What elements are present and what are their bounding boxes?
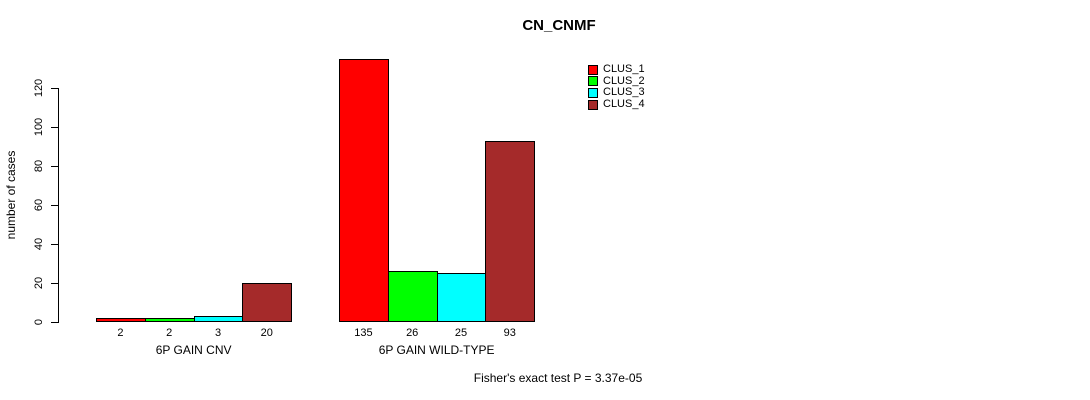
bar-clus_1-group1 (96, 318, 146, 322)
y-tick-label: 60 (33, 199, 45, 212)
legend-label-clus_4: CLUS_4 (603, 98, 645, 111)
bar-clus_4-group2 (485, 140, 536, 322)
y-tick-label: 40 (33, 237, 45, 251)
y-tick-label: 0 (33, 318, 45, 326)
y-tick-label: 80 (33, 160, 45, 173)
legend-swatch-clus_2 (588, 76, 598, 87)
y-tick (51, 322, 58, 323)
y-tick-label: 100 (33, 118, 45, 137)
bar-value-label: 135 (354, 327, 373, 339)
y-tick (51, 166, 58, 168)
bar-value-label: 3 (214, 327, 222, 339)
y-tick (51, 283, 58, 285)
bar-value-label: 2 (117, 327, 124, 339)
y-tick (51, 88, 58, 90)
bar-clus_4-group1 (242, 283, 293, 323)
bar-value-label: 93 (503, 327, 516, 339)
bar-clus_2-group2 (387, 271, 438, 322)
legend-label-clus_3: CLUS_3 (603, 86, 645, 99)
y-tick-label: 120 (33, 79, 45, 98)
legend-swatch-clus_3 (588, 87, 598, 98)
bar-value-label: 26 (406, 327, 419, 339)
stats-annotation: Fisher's exact test P = 3.37e-05 (473, 371, 643, 385)
bar-value-label: 20 (260, 327, 273, 339)
x-category-label: 6P GAIN WILD-TYPE (378, 343, 495, 357)
bar-clus_2-group1 (144, 318, 195, 322)
y-axis-line (58, 88, 59, 323)
bar-value-label: 25 (454, 327, 468, 339)
legend-swatch-clus_1 (588, 64, 598, 75)
x-category-label: 6P GAIN CNV (155, 343, 232, 357)
y-tick-label: 20 (33, 276, 45, 290)
legend-label-clus_1: CLUS_1 (603, 63, 645, 75)
bar-clus_3-group1 (193, 316, 244, 322)
y-tick (51, 205, 58, 207)
y-tick (51, 127, 58, 129)
bar-clus_1-group2 (339, 59, 389, 322)
legend-swatch-clus_4 (588, 99, 598, 110)
chart-title: CN_CNMF (522, 17, 596, 34)
y-tick (51, 244, 58, 246)
legend-label-clus_2: CLUS_2 (603, 74, 645, 87)
bar-clus_3-group2 (436, 273, 487, 322)
bar-value-label: 2 (166, 327, 173, 339)
